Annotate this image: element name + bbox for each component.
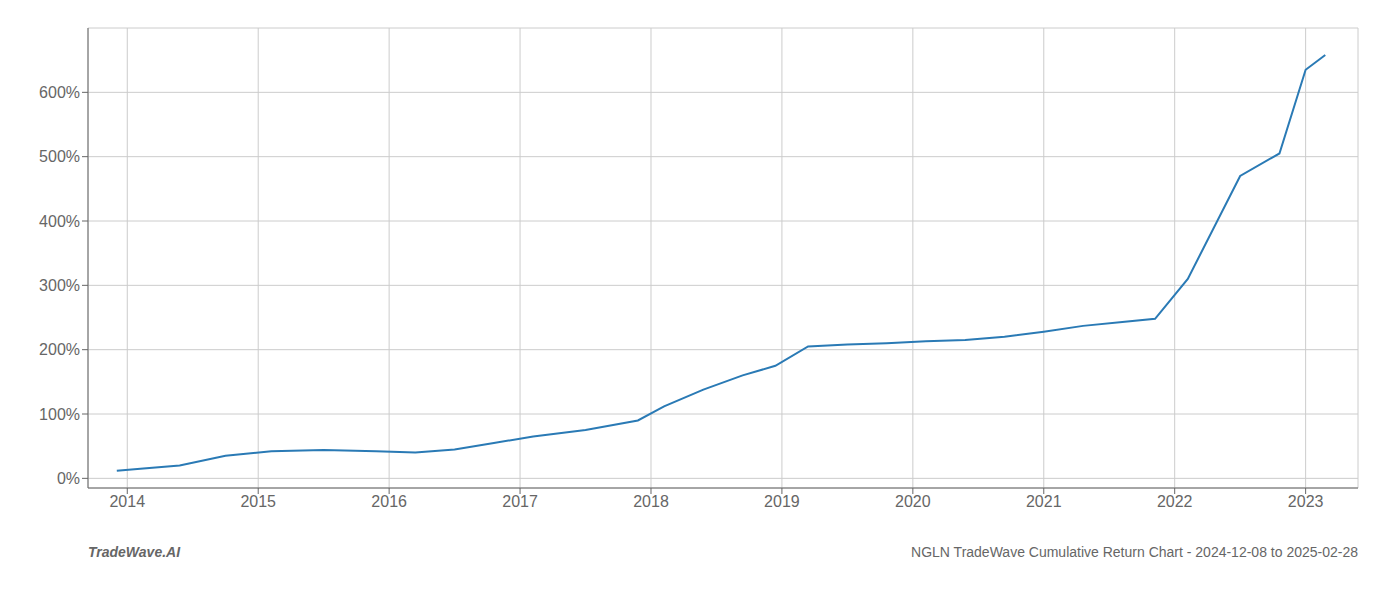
svg-text:2015: 2015 [240,493,276,510]
svg-text:2021: 2021 [1026,493,1062,510]
svg-text:2019: 2019 [764,493,800,510]
svg-text:2014: 2014 [109,493,145,510]
svg-text:2016: 2016 [371,493,407,510]
svg-text:200%: 200% [39,341,80,358]
svg-text:2020: 2020 [895,493,931,510]
svg-text:100%: 100% [39,406,80,423]
svg-text:2023: 2023 [1288,493,1324,510]
svg-text:300%: 300% [39,277,80,294]
html-text:TradeWave.AI: TradeWave.AI [88,544,181,560]
svg-text:2017: 2017 [502,493,538,510]
svg-text:500%: 500% [39,148,80,165]
svg-text:400%: 400% [39,213,80,230]
svg-text:0%: 0% [57,470,80,487]
svg-text:2022: 2022 [1157,493,1193,510]
html-text:NGLN TradeWave Cumulative Retu: NGLN TradeWave Cumulative Return Chart -… [911,544,1358,560]
svg-text:2018: 2018 [633,493,669,510]
svg-text:600%: 600% [39,84,80,101]
